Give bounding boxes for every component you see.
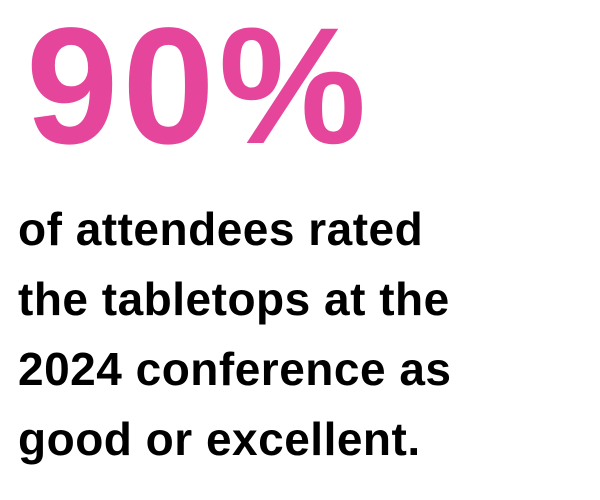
description-line: the tabletops at the: [18, 273, 450, 325]
description-line: 2024 conference as: [18, 343, 452, 395]
description-line: of attendees rated: [18, 203, 424, 255]
stat-figure: 90%: [26, 0, 371, 179]
description-line: good or excellent.: [18, 413, 421, 465]
stat-description: of attendees rated the tabletops at the …: [18, 194, 452, 474]
